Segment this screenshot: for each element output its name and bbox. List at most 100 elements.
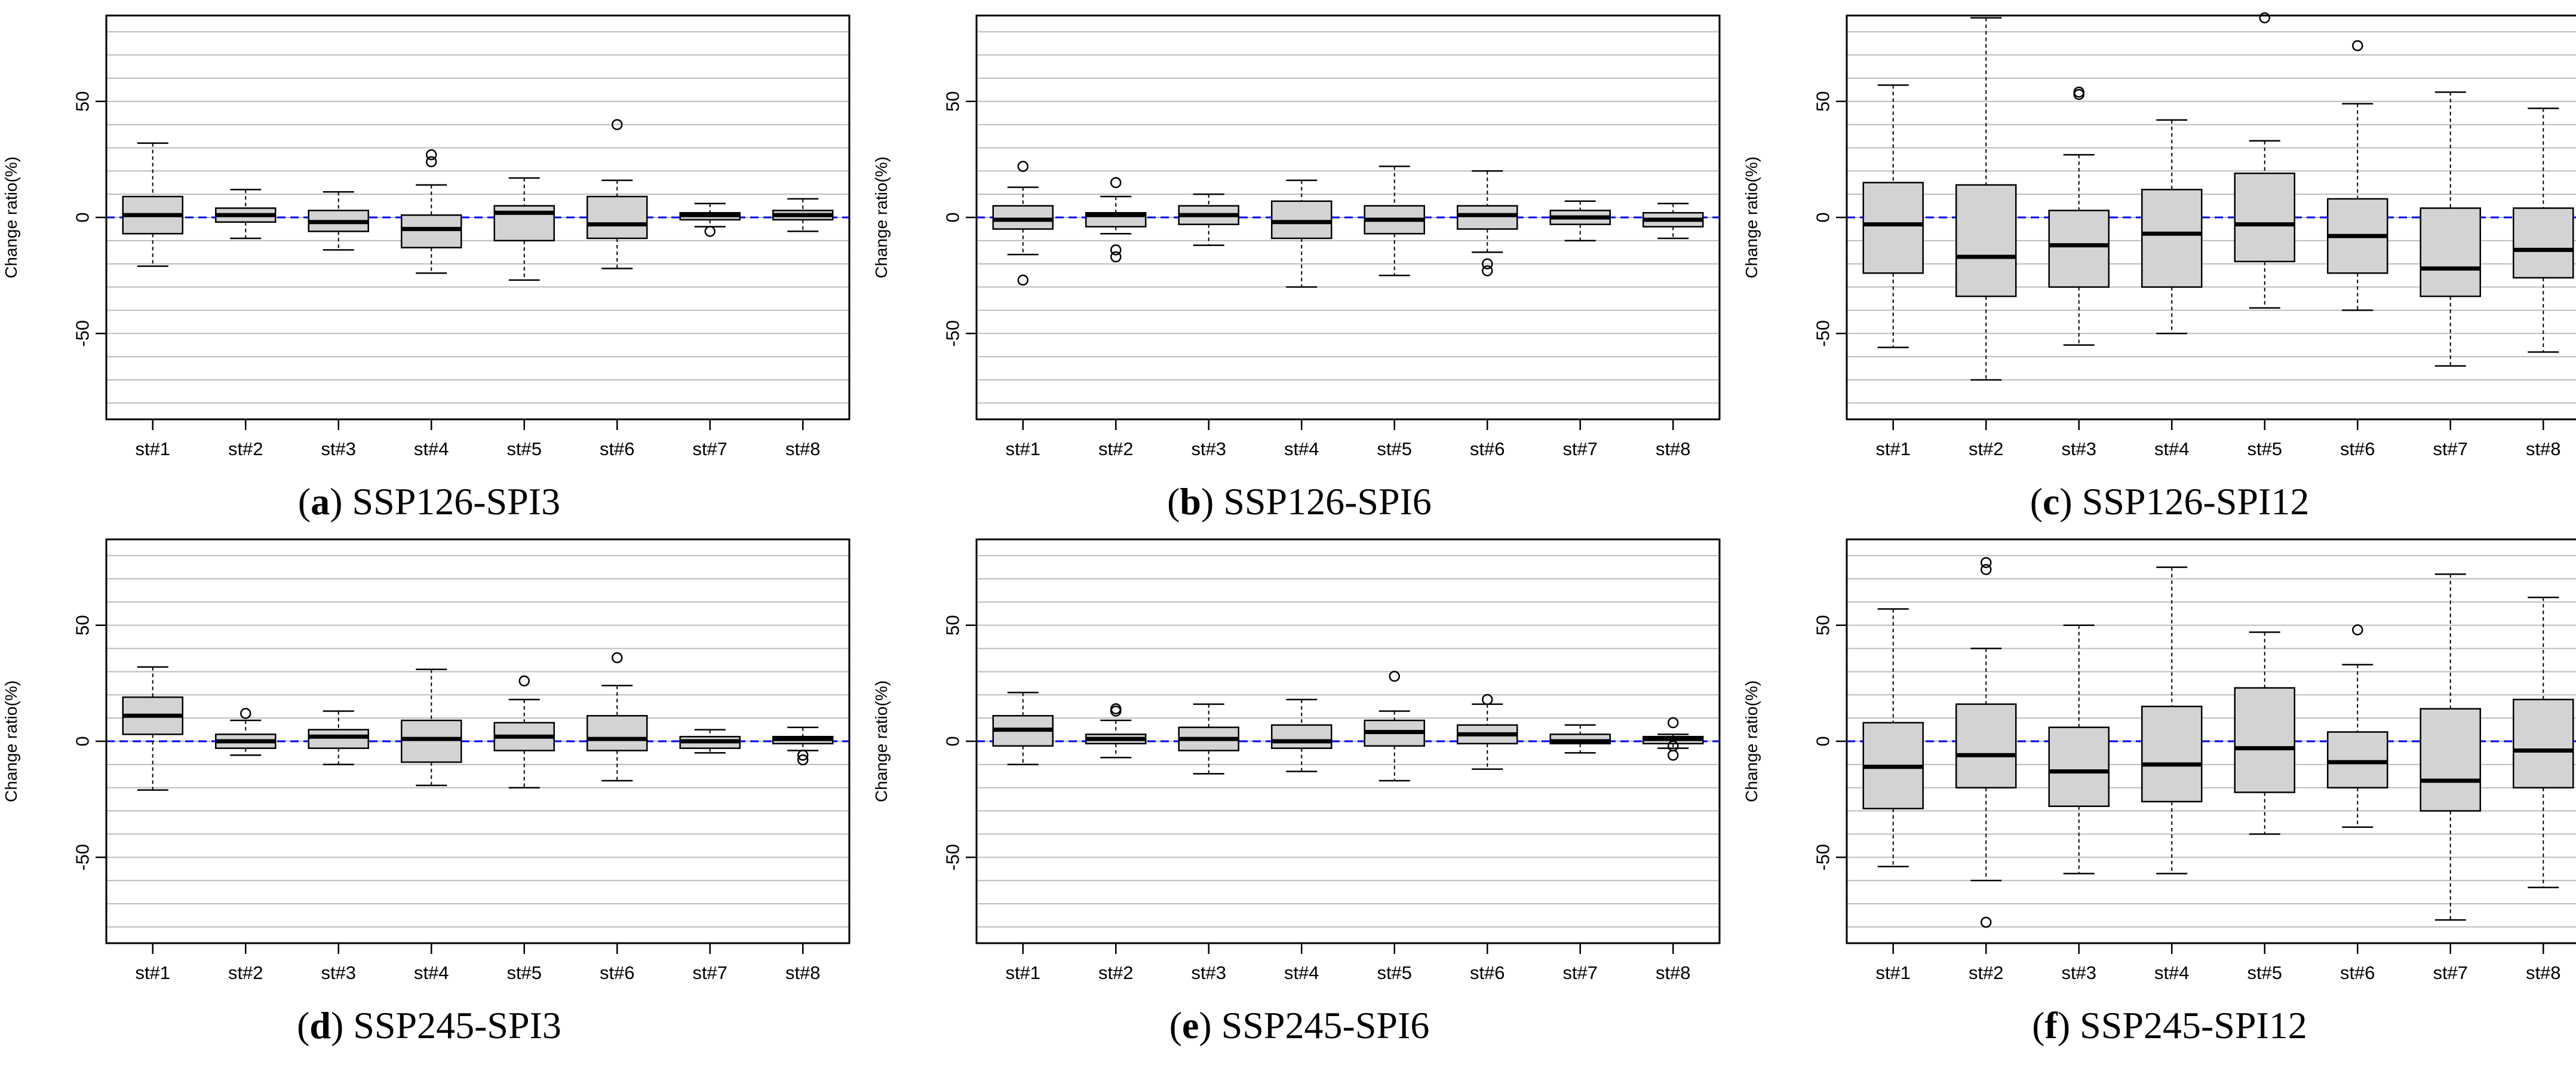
box-st#7 [2420, 207, 2481, 297]
x-tick-label: st#1 [1875, 438, 1911, 459]
outlier-point [518, 675, 530, 687]
y-tick-label: 0 [1813, 736, 1834, 746]
box-st#4 [2141, 705, 2203, 803]
x-tick-label: st#6 [600, 438, 635, 459]
y-tick-label: 0 [942, 736, 963, 746]
box-st#7 [2420, 708, 2481, 812]
x-tick-label: st#3 [2061, 962, 2096, 983]
x-tick-label: st#2 [228, 438, 263, 459]
box-st#6 [587, 195, 648, 240]
caption-title: SSP245-SPI12 [2080, 1004, 2307, 1047]
x-tick-label: st#4 [2154, 438, 2190, 459]
x-tick-label: st#8 [1656, 962, 1691, 983]
caption-letter: d [309, 1004, 331, 1047]
x-tick-label: st#3 [2061, 438, 2096, 459]
panel-e: -50 0 50 st#1 st#2 st#3 st#4 st#5 st#6 st#7 st#8 Ch… [870, 524, 1728, 1059]
x-tick-label: st#5 [1377, 438, 1412, 459]
caption-c: (c) SSP126-SPI12 [2030, 480, 2310, 523]
x-tick-label: st#1 [1875, 962, 1911, 983]
y-tick-label: 0 [72, 736, 93, 746]
x-tick-label: st#5 [2247, 962, 2282, 983]
y-tick-label: -50 [72, 844, 93, 871]
box-st#5 [2234, 687, 2295, 793]
y-tick-label: 50 [72, 615, 93, 636]
y-axis-label: Change ratio(%) [872, 680, 891, 802]
caption-f: (f) SSP245-SPI12 [2032, 1004, 2307, 1047]
y-axis-label: Change ratio(%) [1742, 156, 1761, 278]
x-tick-label: st#3 [1191, 438, 1226, 459]
y-tick-label: -50 [942, 320, 963, 347]
box-st#8 [2513, 207, 2574, 279]
x-tick-label: st#5 [1377, 962, 1412, 983]
x-tick-label: st#6 [2340, 962, 2375, 983]
caption-d: (d) SSP245-SPI3 [297, 1004, 561, 1047]
caption-title: SSP245-SPI3 [353, 1004, 561, 1047]
x-tick-label: st#2 [1969, 962, 2004, 983]
chart-f: -50 0 50 st#1 st#2 st#3 st#4 st#5 st#6 st#7 st#8 Ch… [1742, 538, 2576, 983]
panel-a: -50 0 50 st#1 st#2 st#3 st#4 st#5 st#6 st#7 st#8 Ch… [0, 0, 858, 535]
x-tick-label: st#4 [1284, 438, 1319, 459]
outlier-point [704, 226, 716, 237]
y-axis-label: Change ratio(%) [2, 156, 20, 278]
outlier-point [1981, 557, 1992, 569]
x-tick-label: st#4 [414, 438, 449, 459]
y-tick-label: 50 [942, 615, 963, 636]
outlier-point [1981, 564, 1992, 575]
panel-b: -50 0 50 st#1 st#2 st#3 st#4 st#5 st#6 st#7 st#8 Ch… [870, 0, 1728, 535]
panel-d: -50 0 50 st#1 st#2 st#3 st#4 st#5 st#6 st#7 st#8 Ch… [0, 524, 858, 1059]
x-tick-label: st#4 [1284, 962, 1319, 983]
outlier-point [1110, 251, 1122, 263]
x-tick-label: st#5 [506, 962, 542, 983]
x-tick-label: st#8 [785, 438, 821, 459]
caption-letter: e [1182, 1004, 1199, 1047]
y-axis-label: Change ratio(%) [2, 680, 20, 802]
box-st#3 [308, 729, 369, 749]
box-st#3 [2048, 210, 2110, 288]
box-st#3 [2048, 726, 2110, 808]
x-tick-label: st#8 [2526, 962, 2561, 983]
x-tick-label: st#2 [1098, 962, 1134, 983]
x-tick-label: st#1 [135, 438, 170, 459]
x-tick-label: st#3 [321, 962, 356, 983]
caption-letter: a [311, 480, 330, 523]
outlier-point [797, 754, 809, 766]
panel-c: -50 0 50 st#1 st#2 st#3 st#4 st#5 st#6 st#7 st#8 Ch… [1740, 0, 2576, 535]
outlier-point [1110, 244, 1122, 256]
y-tick-label: 50 [72, 91, 93, 112]
y-tick-label: -50 [1813, 320, 1834, 347]
outlier-point [1482, 258, 1493, 269]
chart-a: -50 0 50 st#1 st#2 st#3 st#4 st#5 st#6 st#7 st#8 Ch… [2, 14, 851, 459]
x-tick-label: st#3 [1191, 962, 1226, 983]
outlier-point [2259, 12, 2270, 24]
outlier-point [2352, 40, 2363, 51]
x-tick-label: st#3 [321, 438, 356, 459]
caption-title: SSP126-SPI6 [1223, 480, 1432, 523]
chart-c: -50 0 50 st#1 st#2 st#3 st#4 st#5 st#6 st#7 st#8 Ch… [1742, 12, 2576, 459]
x-tick-label: st#7 [2433, 438, 2468, 459]
caption-letter: f [2044, 1004, 2058, 1047]
box-st#8 [2513, 698, 2574, 788]
box-st#4 [2141, 189, 2203, 288]
x-tick-label: st#4 [2154, 962, 2190, 983]
panel-f: -50 0 50 st#1 st#2 st#3 st#4 st#5 st#6 st#7 st#8 Ch… [1740, 524, 2576, 1059]
outlier-point [1017, 274, 1028, 286]
x-tick-label: st#2 [1098, 438, 1134, 459]
outlier-point [1017, 161, 1028, 172]
x-tick-label: st#5 [2247, 438, 2282, 459]
chart-d: -50 0 50 st#1 st#2 st#3 st#4 st#5 st#6 st#7 st#8 Ch… [2, 538, 851, 983]
y-axis-label: Change ratio(%) [1742, 680, 1761, 802]
box-st#1 [992, 205, 1054, 230]
x-tick-label: st#7 [2433, 962, 2468, 983]
x-tick-label: st#6 [1470, 962, 1505, 983]
box-st#4 [1271, 724, 1332, 749]
caption-title: SSP245-SPI6 [1221, 1004, 1430, 1047]
outlier-point [2352, 624, 2363, 636]
outlier-point [1110, 177, 1122, 188]
y-axis-label: Change ratio(%) [872, 156, 891, 278]
caption-letter: b [1180, 480, 1201, 523]
chart-e: -50 0 50 st#1 st#2 st#3 st#4 st#5 st#6 st#7 st#8 Ch… [872, 538, 1721, 983]
y-tick-label: -50 [1813, 844, 1834, 871]
box-st#6 [2327, 731, 2388, 788]
outlier-point [1668, 750, 1679, 761]
